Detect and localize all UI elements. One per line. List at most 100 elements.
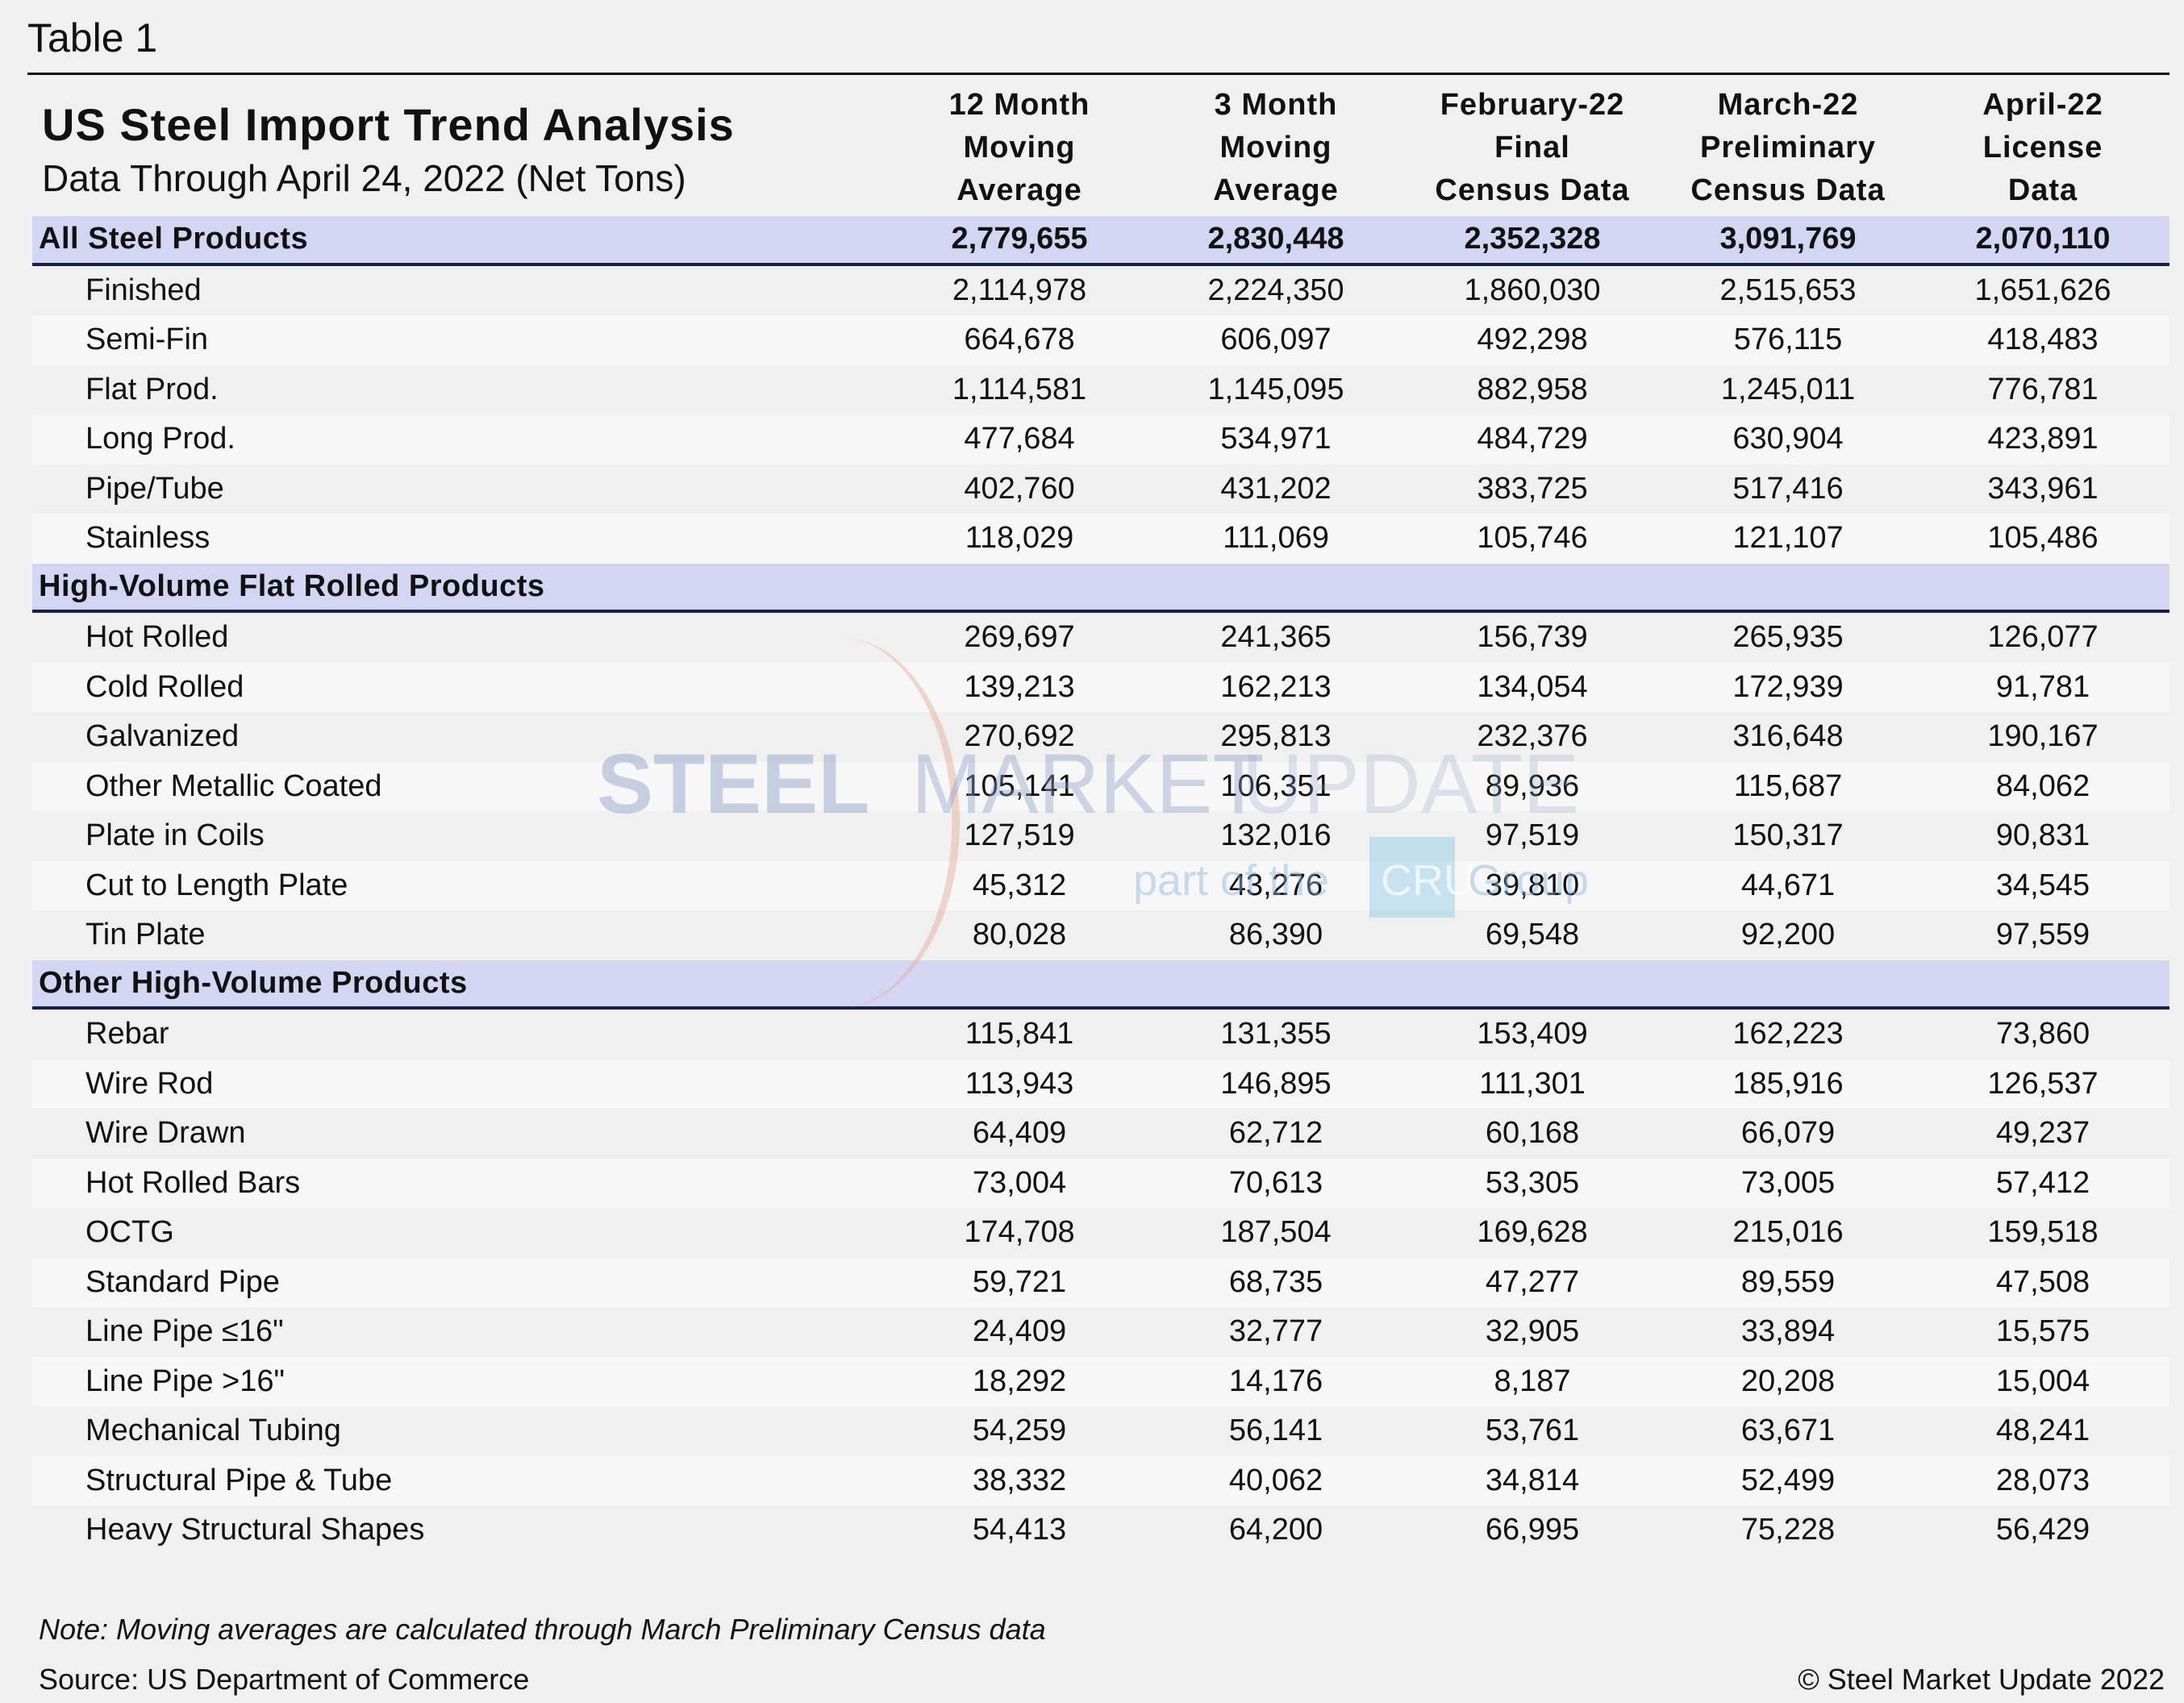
cell-value: 295,813 — [1220, 719, 1332, 754]
cell-value: 630,904 — [1732, 422, 1844, 456]
cell-value: 60,168 — [1485, 1116, 1580, 1151]
cell-value: 45,312 — [972, 868, 1067, 902]
row-label: Line Pipe ≤16" — [85, 1314, 284, 1349]
cell-value: 64,200 — [1228, 1513, 1323, 1547]
row-label: Rebar — [85, 1017, 169, 1051]
cell-value: 1,145,095 — [1207, 372, 1344, 406]
cell-value: 2,070,110 — [1975, 222, 2111, 256]
cell-value: 106,351 — [1220, 768, 1332, 803]
row-label: Other High-Volume Products — [39, 965, 468, 1000]
table-row: Other Metallic Coated 105,141 106,351 89,93… — [32, 761, 2169, 811]
row-label: Mechanical Tubing — [85, 1414, 341, 1448]
column-header-line: Data — [2007, 173, 2078, 207]
cell-value: 97,559 — [1995, 918, 2090, 952]
cell-value: 269,697 — [964, 620, 1075, 655]
column-header: February-22 Final Census Data — [1404, 84, 1661, 212]
cell-value: 776,781 — [1987, 372, 2099, 406]
cell-value: 66,079 — [1740, 1116, 1836, 1151]
cell-value: 664,678 — [964, 323, 1075, 357]
column-header-line: Average — [1213, 173, 1339, 207]
cell-value: 49,237 — [1995, 1116, 2090, 1151]
cell-value: 52,499 — [1740, 1463, 1836, 1497]
row-label: Wire Drawn — [85, 1116, 246, 1151]
column-header-line: Census Data — [1690, 173, 1886, 207]
cell-value: 127,519 — [964, 818, 1075, 853]
cell-value: 90,831 — [1995, 818, 2090, 853]
cell-value: 111,301 — [1479, 1066, 1586, 1101]
cell-value: 113,943 — [965, 1066, 1074, 1101]
cell-value: 48,241 — [1995, 1414, 2090, 1448]
column-header-line: 3 Month — [1214, 88, 1338, 122]
row-label: Stainless — [85, 521, 210, 556]
cell-value: 57,412 — [1995, 1165, 2090, 1200]
row-label: Structural Pipe & Tube — [85, 1463, 393, 1497]
cell-value: 159,518 — [1987, 1215, 2099, 1250]
cell-value: 162,213 — [1220, 669, 1332, 704]
row-label: Tin Plate — [85, 918, 206, 952]
row-label: Cut to Length Plate — [85, 868, 348, 902]
cell-value: 92,200 — [1740, 918, 1836, 952]
cell-value: 32,905 — [1485, 1314, 1580, 1349]
cell-value: 53,305 — [1485, 1165, 1580, 1200]
table-row: Cut to Length Plate 45,312 43,276 39,810 44,… — [32, 860, 2169, 910]
cell-value: 39,810 — [1485, 868, 1580, 902]
cell-value: 44,671 — [1740, 868, 1836, 902]
cell-value: 43,276 — [1228, 868, 1323, 902]
cell-value: 91,781 — [1995, 669, 2090, 704]
cell-value: 169,628 — [1477, 1215, 1588, 1250]
row-label: High-Volume Flat Rolled Products — [39, 568, 545, 603]
table-row: Tin Plate 80,028 86,390 69,548 92,200 97,559 — [32, 910, 2169, 960]
cell-value: 126,077 — [1987, 620, 2099, 655]
divider — [27, 73, 2169, 75]
cell-value: 28,073 — [1995, 1463, 2090, 1497]
cell-value: 134,054 — [1477, 669, 1588, 704]
row-label: OCTG — [85, 1215, 174, 1250]
cell-value: 47,277 — [1485, 1264, 1580, 1299]
column-header-line: 12 Month — [948, 88, 1090, 122]
cell-value: 172,939 — [1732, 669, 1844, 704]
row-label: Hot Rolled — [85, 620, 229, 655]
cell-value: 54,259 — [972, 1414, 1067, 1448]
table-row: Standard Pipe 59,721 68,735 47,277 89,559 47,… — [32, 1257, 2169, 1307]
table-row: Finished 2,114,978 2,224,350 1,860,030 2,515… — [32, 265, 2169, 315]
cell-value: 33,894 — [1740, 1314, 1836, 1349]
cell-value: 56,141 — [1228, 1414, 1323, 1448]
cell-value: 86,390 — [1228, 918, 1323, 952]
cell-value: 121,107 — [1732, 521, 1844, 556]
column-header-line: Moving — [963, 131, 1076, 164]
row-label: Galvanized — [85, 719, 240, 754]
cell-value: 32,777 — [1228, 1314, 1323, 1349]
table-row: Structural Pipe & Tube 38,332 40,062 34,814… — [32, 1455, 2169, 1505]
cell-value: 534,971 — [1220, 422, 1332, 456]
cell-value: 2,352,328 — [1464, 222, 1601, 256]
cell-value: 477,684 — [964, 422, 1075, 456]
cell-value: 69,548 — [1485, 918, 1580, 952]
cell-value: 66,995 — [1485, 1513, 1580, 1547]
cell-value: 115,841 — [965, 1017, 1074, 1051]
cell-value: 89,559 — [1740, 1264, 1836, 1299]
table-row: Line Pipe ≤16" 24,409 32,777 32,905 33,894 15… — [32, 1307, 2169, 1357]
table-row: Rebar 115,841 131,355 153,409 162,223 73,860 — [32, 1010, 2169, 1060]
cell-value: 63,671 — [1740, 1414, 1836, 1448]
cell-value: 54,413 — [972, 1513, 1067, 1547]
cell-value: 576,115 — [1733, 323, 1843, 357]
cell-value: 20,208 — [1740, 1364, 1836, 1398]
cell-value: 14,176 — [1228, 1364, 1323, 1398]
column-header-line: March-22 — [1717, 88, 1859, 122]
cell-value: 34,545 — [1995, 868, 2090, 902]
column-header-line: Moving — [1219, 131, 1332, 164]
cell-value: 75,228 — [1740, 1513, 1836, 1547]
section-header-row: All Steel Products 2,779,655 2,830,448 2,35… — [32, 216, 2169, 266]
column-header-line: Final — [1494, 131, 1570, 164]
cell-value: 111,069 — [1223, 521, 1329, 556]
cell-value: 232,376 — [1477, 719, 1588, 754]
cell-value: 150,317 — [1732, 818, 1844, 853]
table-row: Long Prod. 477,684 534,971 484,729 630,904 42… — [32, 414, 2169, 464]
row-label: Heavy Structural Shapes — [85, 1513, 425, 1547]
cell-value: 131,355 — [1220, 1017, 1332, 1051]
row-label: Standard Pipe — [85, 1264, 280, 1299]
table-label: Table 1 — [27, 15, 158, 60]
cell-value: 89,936 — [1485, 768, 1580, 803]
page-subtitle: Data Through April 24, 2022 (Net Tons) — [42, 157, 686, 199]
cell-value: 162,223 — [1732, 1017, 1844, 1051]
